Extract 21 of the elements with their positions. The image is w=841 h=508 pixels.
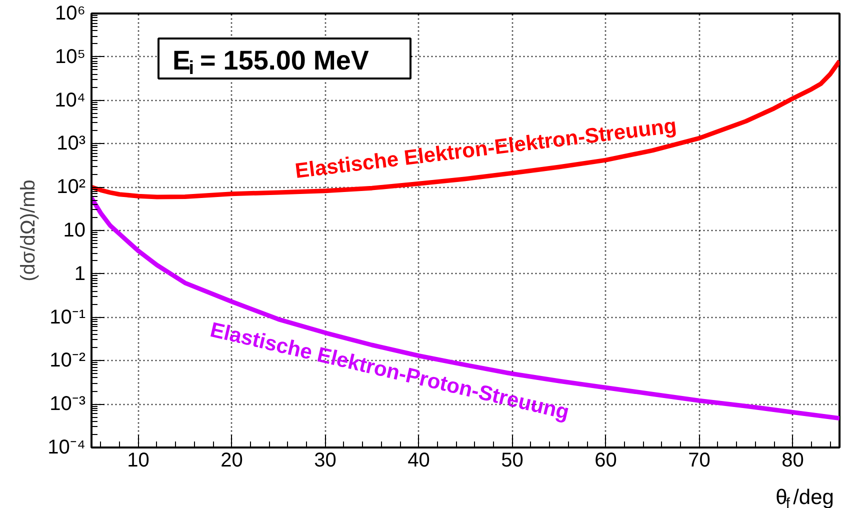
- y-tick-label: 1: [74, 262, 86, 285]
- y-tick-label: 10⁻⁴: [48, 436, 86, 458]
- x-tick-label: 40: [408, 450, 430, 472]
- y-tick-label: 10⁻²: [50, 350, 86, 372]
- y-tick-label: 10⁻¹: [50, 306, 86, 328]
- y-axis-title: (dσ/dΩ)/mb: [18, 180, 40, 282]
- y-tick-label: 10³: [56, 132, 86, 155]
- line-series: [92, 196, 840, 421]
- x-tick-label: 50: [501, 450, 524, 472]
- x-tick-label: 10: [127, 450, 150, 472]
- x-tick-label: 70: [688, 450, 710, 472]
- y-tick-label: 10⁴: [54, 89, 86, 112]
- y-tick-label: 10²: [56, 176, 86, 198]
- x-tick-label: 60: [594, 450, 617, 472]
- y-tick-label: 10⁵: [54, 46, 86, 68]
- y-tick-label: 10⁶: [55, 2, 86, 24]
- y-tick-label: 10: [63, 220, 86, 242]
- x-tick-label: 30: [314, 450, 336, 472]
- x-tick-label: 80: [782, 450, 804, 472]
- x-tick-label: 20: [220, 450, 243, 472]
- y-tick-label: 10⁻³: [50, 393, 86, 416]
